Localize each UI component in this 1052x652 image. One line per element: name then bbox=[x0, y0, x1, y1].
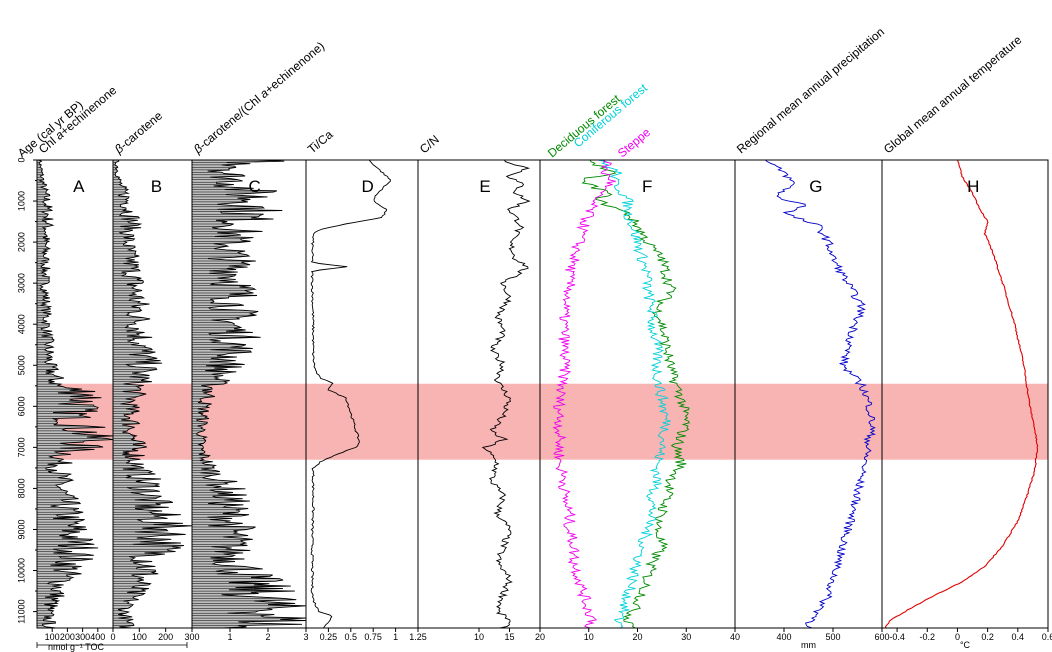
panel-f-xtick-label: 10 bbox=[584, 632, 594, 642]
panel-g-letter: G bbox=[809, 177, 822, 196]
panel-c-xtick-label: 3 bbox=[303, 632, 308, 642]
panel-a-xtick-label: 400 bbox=[90, 632, 105, 642]
age-tick-label-9000: 9000 bbox=[16, 519, 26, 539]
panel-f-legend-3: Steppe bbox=[615, 125, 653, 160]
panel-f-xtick-label: 40 bbox=[730, 632, 740, 642]
panel-e-series-1 bbox=[481, 159, 531, 629]
panel-f-series-1 bbox=[581, 159, 691, 629]
panel-h-xtick-label: -0.2 bbox=[920, 632, 936, 642]
panel-h-letter: H bbox=[967, 177, 979, 196]
panel-g-xtick-label: 400 bbox=[776, 632, 791, 642]
panel-g-xlabel: mm bbox=[801, 640, 816, 650]
age-tick-label-8000: 8000 bbox=[16, 478, 26, 498]
panel-b-letter: B bbox=[151, 177, 162, 196]
panel-g-xtick-label: 600 bbox=[874, 632, 889, 642]
panel-b-xtick-label: 0 bbox=[110, 632, 115, 642]
panel-f-xtick-label: 30 bbox=[681, 632, 691, 642]
panel-b-xtick-label: 200 bbox=[158, 632, 173, 642]
age-tick-label-10000: 10000 bbox=[16, 558, 26, 583]
panel-h-xtick-label: 0 bbox=[955, 632, 960, 642]
panel-d-xtick-label: 1.25 bbox=[409, 632, 427, 642]
panel-d-series-1 bbox=[310, 159, 391, 629]
panel-f-xtick-label: 20 bbox=[632, 632, 642, 642]
panel-f-series-2 bbox=[597, 159, 671, 629]
age-tick-label-4000: 4000 bbox=[16, 314, 26, 334]
highlight-band bbox=[37, 383, 1048, 460]
highlight-band-group bbox=[37, 383, 1048, 460]
shared-unit-label: nmol g⁻¹ TOC bbox=[48, 642, 104, 652]
panel-e-xtick-label: 15 bbox=[504, 632, 514, 642]
panel-h-xtick-label: 0.4 bbox=[1012, 632, 1025, 642]
text-group: Age (cal yr BP) nmol g⁻¹ TOC 01000200030… bbox=[15, 25, 1052, 652]
panel-b-xtick-label: 300 bbox=[184, 632, 199, 642]
panel-a-xtick-label: 300 bbox=[75, 632, 90, 642]
panel-f-legend-1: Deciduous forest bbox=[545, 91, 623, 160]
panel-c-area-fill bbox=[192, 160, 306, 628]
age-tick-label-6000: 6000 bbox=[16, 396, 26, 416]
age-tick-label-5000: 5000 bbox=[16, 355, 26, 375]
age-tick-label-1000: 1000 bbox=[16, 191, 26, 211]
panel-d-xtick-label: 0.75 bbox=[364, 632, 382, 642]
panel-c-title-part: -carotene/(Chl bbox=[196, 90, 266, 152]
age-tick-label-2000: 2000 bbox=[16, 232, 26, 252]
panel-c-title-part: +echinenone) bbox=[262, 39, 327, 97]
panel-h-title: Global mean annual temperature bbox=[881, 33, 1025, 157]
panel-c-xtick-label: 2 bbox=[265, 632, 270, 642]
panel-f-letter: F bbox=[642, 177, 652, 196]
lines-group bbox=[37, 159, 1039, 629]
panel-g-series-1 bbox=[765, 159, 876, 629]
panel-h-xtick-label: -0.4 bbox=[889, 632, 905, 642]
age-tick-label-0: 0 bbox=[16, 157, 26, 162]
age-tick-label-7000: 7000 bbox=[16, 437, 26, 457]
panel-d-xtick-label: 1 bbox=[393, 632, 398, 642]
panel-d-title-part: Ti/Ca bbox=[305, 127, 336, 156]
panel-c-xtick-label: 1 bbox=[227, 632, 232, 642]
panel-h-xtick-label: 0.6 bbox=[1042, 632, 1052, 642]
panel-b-title: β-carotene bbox=[111, 108, 165, 157]
panel-c-letter: C bbox=[249, 177, 261, 196]
panel-e-xtick-label: 20 bbox=[535, 632, 545, 642]
panel-h-frame bbox=[881, 159, 1049, 629]
panel-h-series-1 bbox=[885, 160, 1039, 629]
panel-h-xtick-label: 0.2 bbox=[981, 632, 994, 642]
age-tick-label-11000: 11000 bbox=[16, 599, 26, 623]
panel-a-xtick-label: 100 bbox=[45, 632, 60, 642]
panel-g-title: Regional mean annual precipitation bbox=[734, 25, 887, 157]
panel-f-series-3 bbox=[552, 159, 616, 629]
panel-h-xlabel: °C bbox=[960, 640, 971, 650]
panel-h-title-part: Global mean annual temperature bbox=[881, 33, 1025, 157]
panel-d-letter: D bbox=[361, 177, 373, 196]
panel-g-title-part: Regional mean annual precipitation bbox=[734, 25, 887, 157]
panel-a-letter: A bbox=[73, 177, 85, 196]
panel-d-xtick-label: 0.5 bbox=[345, 632, 358, 642]
panel-e-letter: E bbox=[479, 177, 490, 196]
panel-d-title: Ti/Ca bbox=[305, 127, 336, 156]
panel-c-title: β-carotene/(Chl a+echinenone) bbox=[190, 39, 327, 157]
panel-g-xtick-label: 500 bbox=[825, 632, 840, 642]
panel-e-xtick-label: 10 bbox=[474, 632, 484, 642]
panel-a-title: Chl a+echinenone bbox=[36, 83, 120, 156]
panel-e-title: C/N bbox=[417, 132, 442, 156]
age-tick-label-3000: 3000 bbox=[16, 273, 26, 293]
panel-a-xtick-label: 200 bbox=[60, 632, 75, 642]
panel-e-title-part: C/N bbox=[417, 132, 442, 156]
panel-b-title-part: -carotene bbox=[117, 108, 165, 152]
panel-b-xtick-label: 100 bbox=[132, 632, 147, 642]
panel-d-xtick-label: 0.25 bbox=[320, 632, 338, 642]
frames-group bbox=[33, 159, 1049, 648]
